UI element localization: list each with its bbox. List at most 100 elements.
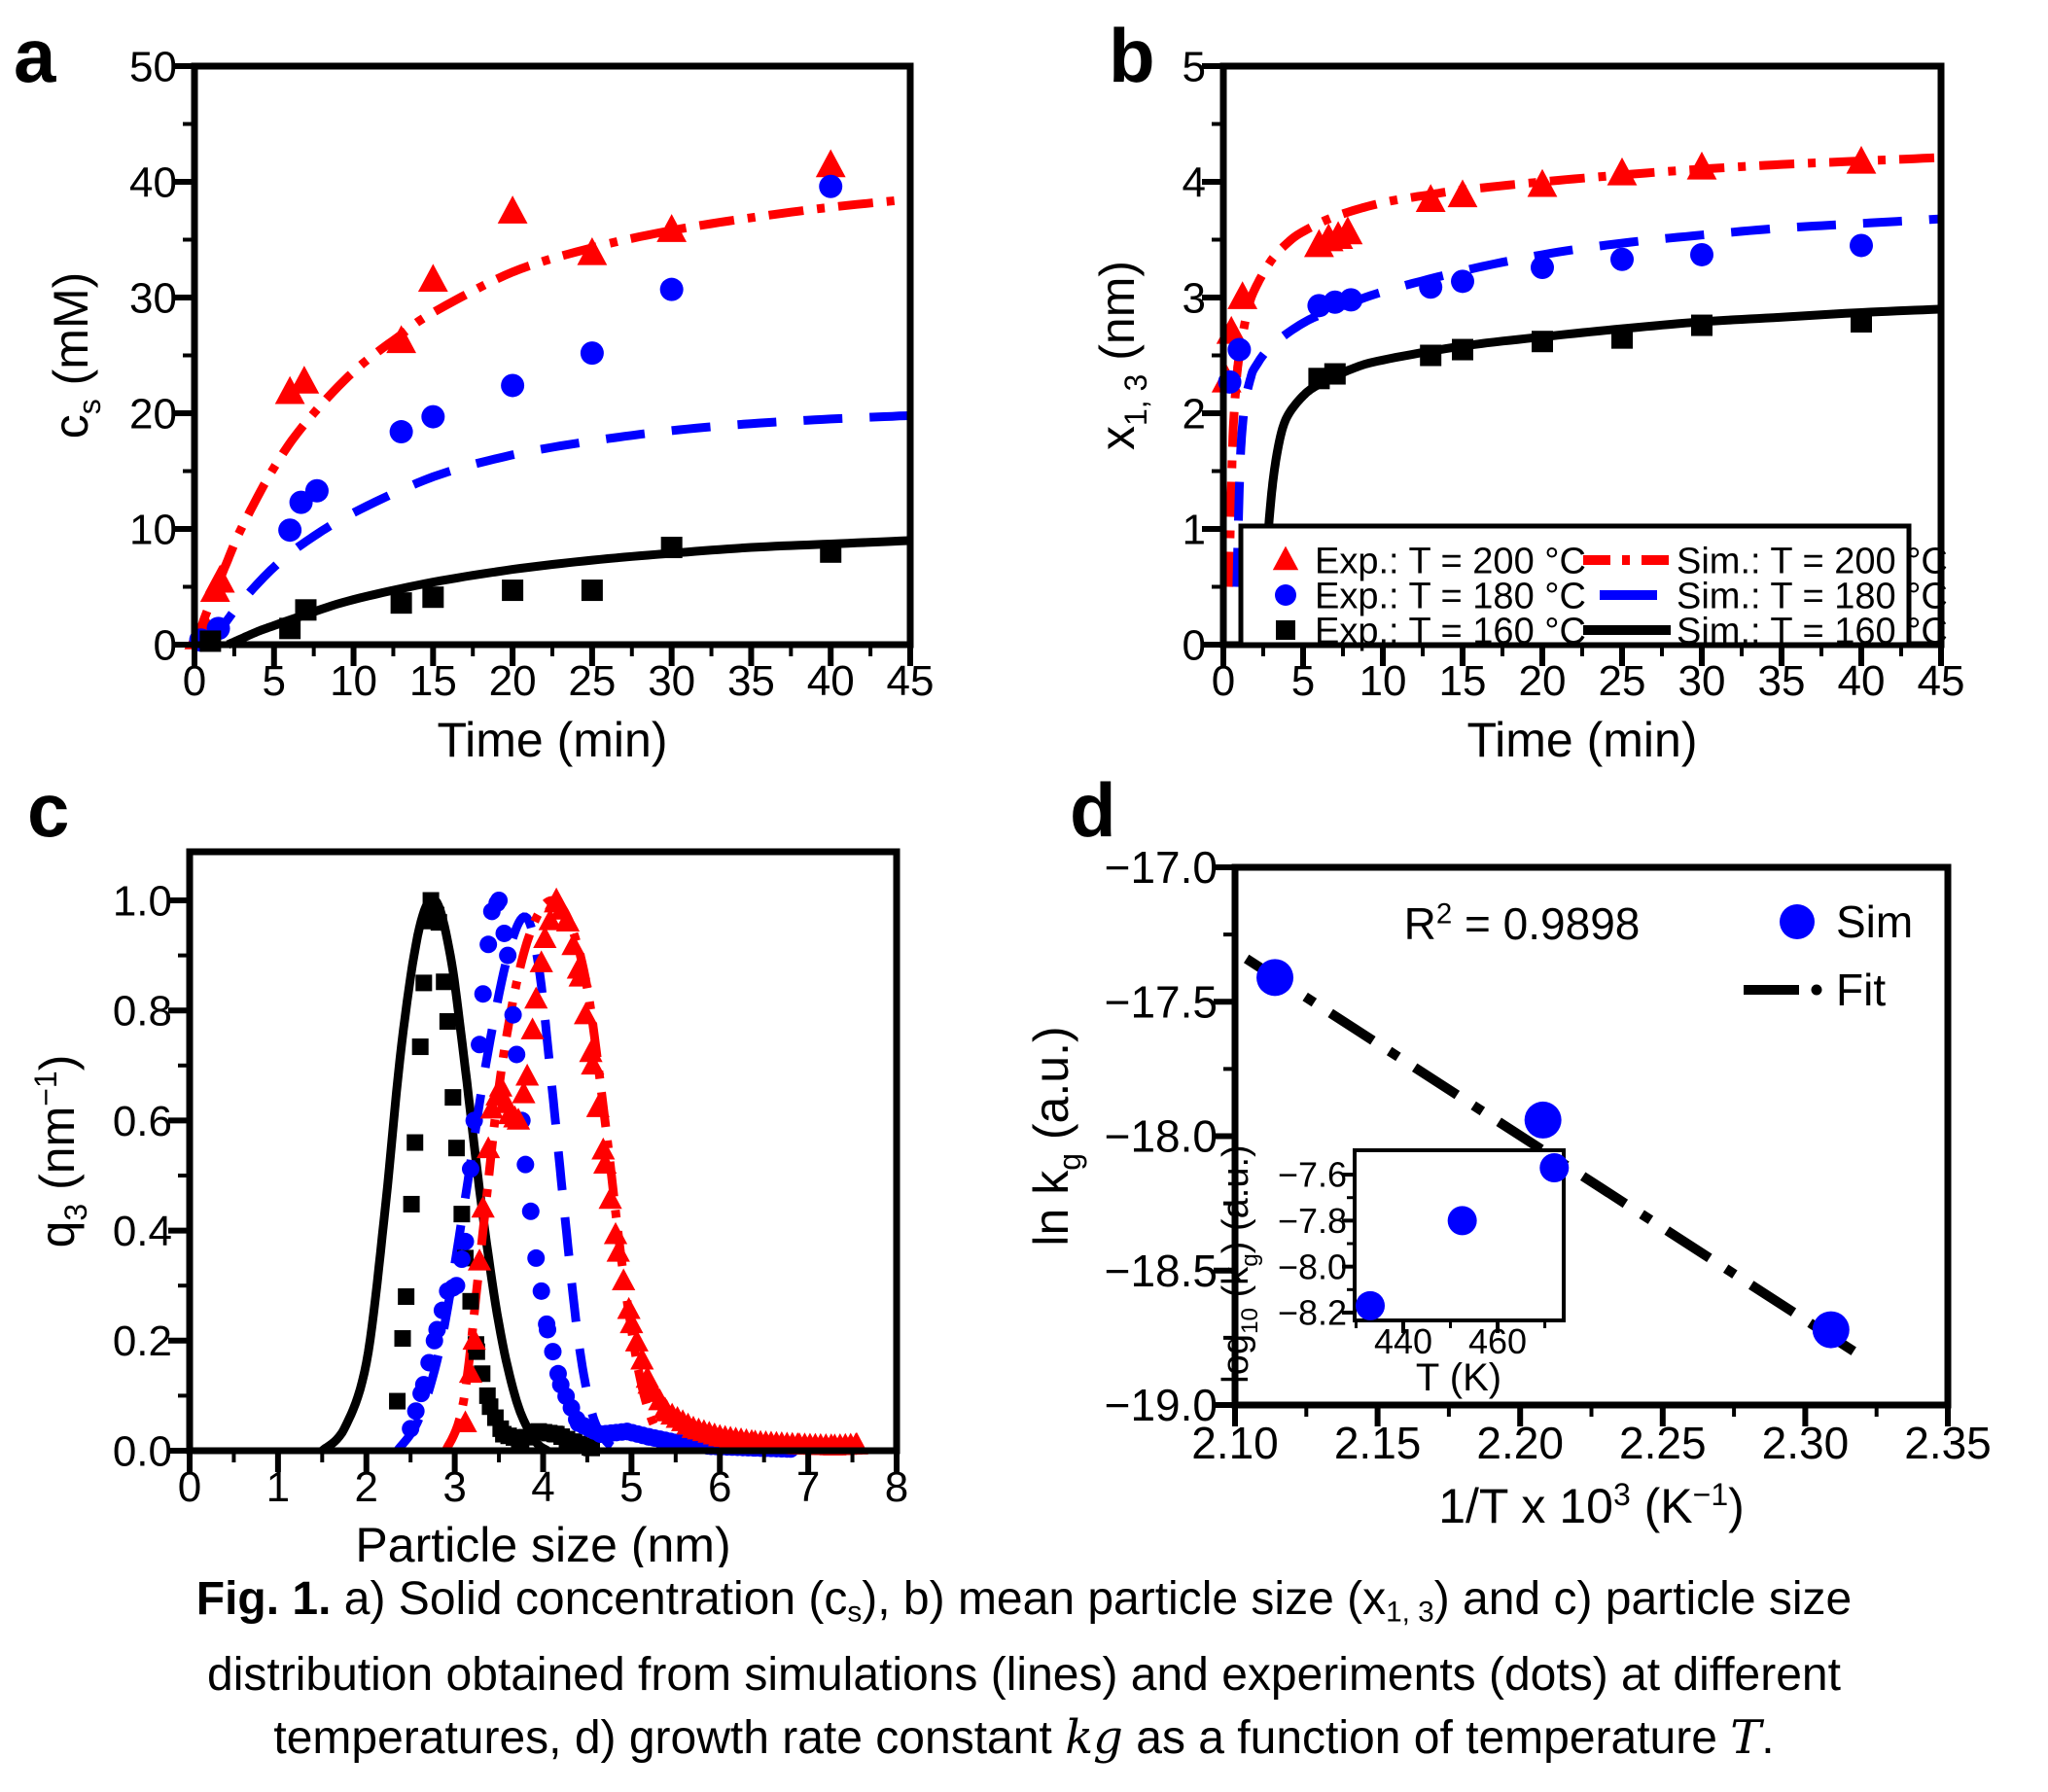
svg-text:−17.0: −17.0 xyxy=(1105,842,1218,893)
svg-text:0.2: 0.2 xyxy=(113,1318,172,1365)
y-axis-title-d: ln kg (a.u.) xyxy=(1024,1026,1087,1246)
exp-points-blue xyxy=(1218,233,1873,394)
exp-psd-red xyxy=(453,887,869,1456)
caption-line-1: Fig. 1. a) Solid concentration (cs), b) … xyxy=(195,1573,1853,1629)
svg-text:2.25: 2.25 xyxy=(1619,1418,1707,1468)
svg-text:40: 40 xyxy=(807,657,855,705)
svg-text:4: 4 xyxy=(1183,158,1206,206)
r-squared-annotation: R2 = 0.9898 xyxy=(1404,897,1641,949)
svg-text:2.35: 2.35 xyxy=(1904,1418,1992,1468)
sim-line-red xyxy=(193,194,911,647)
svg-text:30: 30 xyxy=(648,657,695,705)
svg-text:2.10: 2.10 xyxy=(1191,1418,1279,1468)
svg-text:30: 30 xyxy=(1678,657,1726,705)
svg-text:x1, 3 (nm): x1, 3 (nm) xyxy=(1090,261,1153,450)
svg-text:1/T x 103 (K−1): 1/T x 103 (K−1) xyxy=(1438,1477,1745,1533)
svg-text:20: 20 xyxy=(129,390,177,438)
svg-text:Sim.: T = 160 °C: Sim.: T = 160 °C xyxy=(1677,611,1948,651)
svg-text:5: 5 xyxy=(1183,43,1206,90)
svg-text:2: 2 xyxy=(355,1463,378,1511)
x-axis-title-d: 1/T x 103 (K−1) xyxy=(1438,1477,1745,1533)
svg-text:5: 5 xyxy=(263,657,286,705)
svg-text:Sim: Sim xyxy=(1836,896,1913,947)
svg-text:10: 10 xyxy=(129,506,177,553)
svg-text:2.20: 2.20 xyxy=(1476,1418,1564,1468)
svg-text:35: 35 xyxy=(1758,657,1806,705)
svg-text:5: 5 xyxy=(1291,657,1315,705)
svg-text:3: 3 xyxy=(1183,274,1206,322)
sim-line-blue xyxy=(205,410,911,648)
svg-text:2: 2 xyxy=(1183,390,1206,438)
sim-line-blue xyxy=(1232,214,1942,587)
svg-text:Time (min): Time (min) xyxy=(1466,713,1697,767)
svg-text:20: 20 xyxy=(1519,657,1567,705)
caption-line-3: temperatures, d) growth rate constant kg… xyxy=(273,1710,1775,1766)
svg-text:Exp.: T = 180 °C: Exp.: T = 180 °C xyxy=(1315,576,1586,616)
panel-c: c 0 1 2 3 4 5 6 7 8 0.0 0.2 0.4 0.6 0.8 1.0 Particle siz… xyxy=(27,767,908,1572)
svg-text:−8.0: −8.0 xyxy=(1278,1247,1347,1286)
sim-line-blue xyxy=(393,912,621,1455)
sim-line-black xyxy=(226,536,911,650)
panel-label-b: b xyxy=(1109,13,1155,98)
svg-text:460: 460 xyxy=(1468,1321,1527,1361)
x-axis-title-a: Time (min) xyxy=(437,713,667,767)
sim-line-black xyxy=(1260,304,1942,587)
caption-line-2: distribution obtained from simulations (… xyxy=(207,1649,1841,1702)
svg-text:Fit: Fit xyxy=(1836,965,1886,1015)
svg-text:0: 0 xyxy=(178,1463,201,1511)
svg-text:440: 440 xyxy=(1374,1321,1432,1361)
svg-text:0: 0 xyxy=(154,621,177,669)
svg-text:0: 0 xyxy=(1212,657,1235,705)
inset-x-title: T (K) xyxy=(1416,1356,1501,1399)
svg-text:1: 1 xyxy=(266,1463,290,1511)
svg-text:−7.8: −7.8 xyxy=(1278,1201,1347,1241)
svg-text:30: 30 xyxy=(129,274,177,322)
exp-points-blue xyxy=(1256,959,1850,1349)
svg-text:0: 0 xyxy=(1183,621,1206,669)
svg-text:Particle size (nm): Particle size (nm) xyxy=(355,1518,730,1567)
svg-text:8: 8 xyxy=(885,1463,908,1511)
svg-text:0.6: 0.6 xyxy=(113,1098,172,1145)
y-axis-title-b: x1, 3 (nm) xyxy=(1090,261,1153,450)
panel-a: a 0 5 10 15 20 25 30 35 40 45 0 10 20 30 40 50 Time (min)… xyxy=(14,13,934,767)
svg-text:0: 0 xyxy=(183,657,206,705)
inset-arrhenius: 440 460 −7.6 −7.8 −8.0 −8.2 T (K) log10 (kg) (a… xyxy=(1216,1144,1570,1399)
exp-points-blue xyxy=(189,174,843,652)
svg-text:2.15: 2.15 xyxy=(1334,1418,1422,1468)
svg-text:−17.5: −17.5 xyxy=(1105,976,1218,1027)
svg-text:4: 4 xyxy=(531,1463,554,1511)
svg-text:Time (min): Time (min) xyxy=(437,713,667,767)
inset-y-title: log10 (kg) (a.u.) xyxy=(1216,1144,1263,1383)
svg-text:45: 45 xyxy=(1918,657,1965,705)
svg-text:0.8: 0.8 xyxy=(113,988,172,1036)
svg-text:Sim.: T = 180 °C: Sim.: T = 180 °C xyxy=(1677,576,1948,616)
svg-text:T (K): T (K) xyxy=(1416,1356,1501,1399)
svg-text:45: 45 xyxy=(887,657,935,705)
svg-text:10: 10 xyxy=(330,657,377,705)
x-axis-title-b: Time (min) xyxy=(1466,713,1697,767)
svg-text:log10 (kg) (a.u.): log10 (kg) (a.u.) xyxy=(1216,1144,1263,1383)
svg-text:10: 10 xyxy=(1359,657,1407,705)
svg-text:R2 = 0.9898: R2 = 0.9898 xyxy=(1404,897,1641,949)
svg-text:15: 15 xyxy=(1439,657,1487,705)
svg-text:50: 50 xyxy=(129,43,177,90)
exp-psd-blue xyxy=(402,892,799,1458)
sim-line-black xyxy=(1243,954,1856,1355)
svg-text:2.30: 2.30 xyxy=(1762,1418,1850,1468)
svg-text:15: 15 xyxy=(409,657,457,705)
panel-d: d 2.10 2.15 2.20 2.25 2.30 2.35 −19.0 −18.5 −18.0… xyxy=(1024,767,1992,1533)
svg-text:5: 5 xyxy=(619,1463,643,1511)
svg-text:−18.5: −18.5 xyxy=(1105,1246,1218,1296)
svg-text:25: 25 xyxy=(1599,657,1646,705)
svg-text:6: 6 xyxy=(708,1463,731,1511)
svg-text:7: 7 xyxy=(796,1463,820,1511)
svg-text:0.0: 0.0 xyxy=(113,1427,172,1475)
svg-text:40: 40 xyxy=(1838,657,1886,705)
svg-text:−7.6: −7.6 xyxy=(1278,1155,1347,1195)
exp-points-black xyxy=(199,537,842,652)
svg-text:q3 (nm−1): q3 (nm−1) xyxy=(28,1055,93,1248)
svg-text:−18.0: −18.0 xyxy=(1105,1111,1218,1162)
